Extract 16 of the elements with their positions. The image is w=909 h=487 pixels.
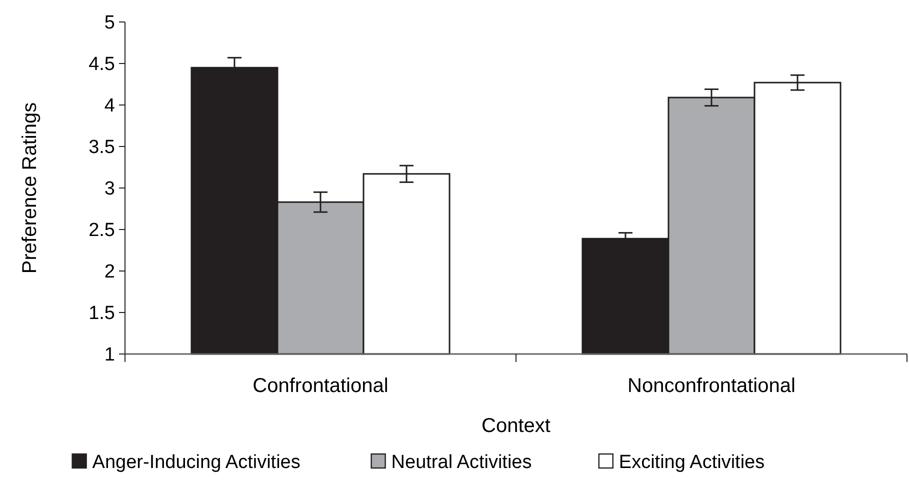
y-tick-label: 3.5 xyxy=(88,137,115,158)
legend-label: Neutral Activities xyxy=(391,452,532,473)
y-tick-label: 4.5 xyxy=(88,54,115,76)
legend-label: Exciting Activities xyxy=(618,452,765,473)
x-axis-title: Context xyxy=(482,415,551,437)
y-tick-label: 1.5 xyxy=(88,303,115,324)
y-tick-label: 1 xyxy=(104,344,115,366)
x-tick-label: Confrontational xyxy=(252,375,388,397)
y-axis-title: Preference Ratings xyxy=(19,102,41,274)
legend-label: Anger-Inducing Activities xyxy=(92,452,300,473)
y-tick-label: 2 xyxy=(104,262,115,283)
x-tick-label: Nonconfrontational xyxy=(628,375,796,397)
y-tick-label: 4 xyxy=(104,96,116,117)
y-tick-label: 2.5 xyxy=(88,220,115,242)
y-tick-label: 3 xyxy=(104,178,115,200)
y-tick-label: 5 xyxy=(104,12,115,34)
